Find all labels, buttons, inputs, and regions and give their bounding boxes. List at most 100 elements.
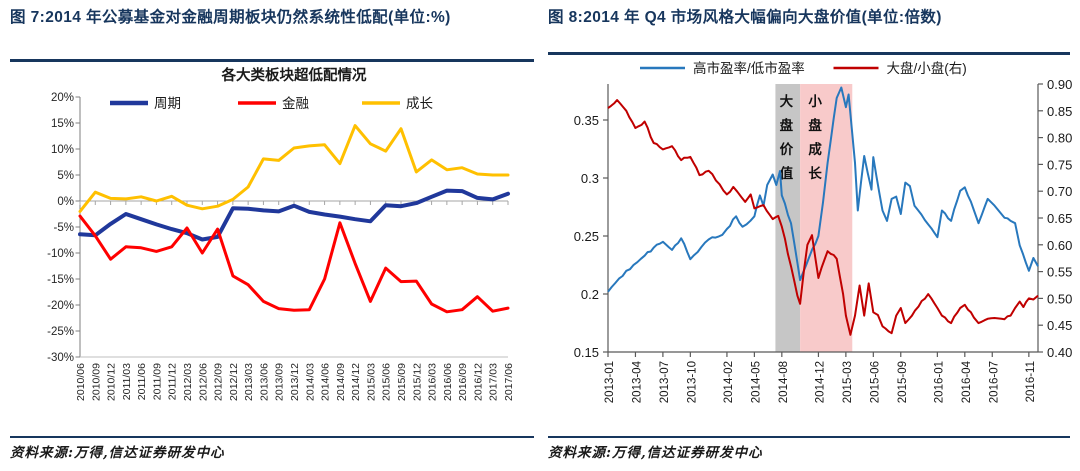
x-axis-tick-label: 2010/12 bbox=[106, 363, 118, 401]
x-axis-tick-label: 2012/09 bbox=[213, 363, 225, 401]
x-axis-tick-label: 2014-08 bbox=[778, 361, 790, 403]
x-axis-tick-label: 2017/03 bbox=[488, 363, 500, 401]
x-axis-tick-label: 2013-07 bbox=[659, 361, 671, 403]
legend-label-成长: 成长 bbox=[406, 96, 433, 111]
figure7-source-divider bbox=[10, 436, 534, 438]
y-axis-tick-label: -5% bbox=[54, 222, 74, 234]
x-axis-tick-label: 2012/06 bbox=[197, 363, 209, 401]
figure8-title-divider bbox=[548, 52, 1070, 55]
band-label-char-大盘价值: 价 bbox=[780, 142, 794, 157]
figure8-source-divider bbox=[548, 436, 1070, 438]
figure8-panel: 图 8:2014 年 Q4 市场风格大幅偏向大盘价值(单位:倍数) 大盘价值 小盘… bbox=[548, 0, 1072, 471]
y-axis-tick-label: 15% bbox=[51, 118, 74, 130]
x-axis-tick-label: 2014-12 bbox=[814, 361, 826, 403]
x-axis-tick-label: 2013/12 bbox=[289, 363, 301, 401]
x-axis-tick-label: 2011/03 bbox=[121, 363, 133, 400]
band-label-char-大盘价值: 大 bbox=[780, 93, 794, 109]
x-axis-tick-label: 2014-05 bbox=[750, 361, 762, 403]
left-axis-tick-label: 0.2 bbox=[581, 287, 599, 302]
figure7-title: 图 7:2014 年公募基金对金融周期板块仍然系统性低配(单位:%) bbox=[10, 9, 451, 26]
band-label-char-大盘价值: 值 bbox=[780, 165, 794, 181]
x-axis-tick-label: 2015-03 bbox=[842, 361, 854, 403]
x-axis-tick-label: 2013-01 bbox=[604, 361, 616, 403]
x-axis-tick-label: 2016-04 bbox=[961, 360, 973, 403]
right-axis-tick-label: 0.40 bbox=[1047, 345, 1072, 360]
y-axis-tick-label: -25% bbox=[47, 326, 74, 338]
x-axis-tick-label: 2015-09 bbox=[897, 361, 909, 403]
x-axis-tick-label: 2013/06 bbox=[258, 363, 270, 401]
x-axis-tick-label: 2010/09 bbox=[90, 363, 102, 401]
x-axis-tick-label: 2016/06 bbox=[442, 363, 454, 401]
y-axis-tick-label: -20% bbox=[47, 300, 74, 312]
figure8-title: 图 8:2014 年 Q4 市场风格大幅偏向大盘价值(单位:倍数) bbox=[548, 9, 942, 26]
figure7-chart-title: 各大类板块超低配情况 bbox=[221, 66, 367, 84]
x-axis-tick-label: 2016-07 bbox=[988, 361, 1000, 403]
right-axis-tick-label: 0.85 bbox=[1047, 104, 1072, 119]
legend-label-高市盈率/低市盈率: 高市盈率/低市盈率 bbox=[693, 60, 805, 76]
right-axis-tick-label: 0.50 bbox=[1047, 291, 1072, 306]
x-axis-tick-label: 2014-02 bbox=[723, 361, 735, 403]
right-axis-tick-label: 0.65 bbox=[1047, 211, 1072, 226]
x-axis-tick-label: 2014/03 bbox=[304, 363, 316, 401]
right-axis-tick-label: 0.45 bbox=[1047, 318, 1072, 333]
band-label-char-小盘成长: 成 bbox=[808, 141, 822, 157]
right-axis-tick-label: 0.80 bbox=[1047, 131, 1072, 146]
band-label-char-小盘成长: 长 bbox=[808, 165, 822, 181]
x-axis-tick-label: 2016/03 bbox=[427, 363, 439, 401]
band-小盘成长 bbox=[800, 84, 853, 352]
legend-label-金融: 金融 bbox=[282, 96, 309, 111]
y-axis-tick-label: 10% bbox=[51, 144, 74, 156]
y-axis-tick-label: 5% bbox=[57, 170, 74, 182]
x-axis-tick-label: 2015/09 bbox=[396, 363, 408, 401]
left-axis-tick-label: 0.3 bbox=[581, 171, 599, 186]
y-axis-tick-label: -30% bbox=[47, 352, 74, 364]
legend-label-周期: 周期 bbox=[154, 96, 181, 111]
x-axis-tick-label: 2013-10 bbox=[686, 361, 698, 403]
x-axis-tick-label: 2015-06 bbox=[869, 361, 881, 403]
right-axis-tick-label: 0.70 bbox=[1047, 184, 1072, 199]
x-axis-tick-label: 2014/09 bbox=[335, 363, 347, 401]
band-label-char-小盘成长: 小 bbox=[808, 94, 822, 109]
series-line-金融 bbox=[78, 214, 510, 314]
x-axis-tick-label: 2014/06 bbox=[320, 363, 332, 401]
figure7-chart: 各大类板块超低配情况 20% 15% 10% 5% 0% -5% -10% -15% -20% -2… bbox=[47, 66, 515, 401]
right-axis-tick-label: 0.75 bbox=[1047, 157, 1072, 172]
x-axis-tick-label: 2016/12 bbox=[472, 363, 484, 401]
x-axis-tick-label: 2010/06 bbox=[75, 363, 87, 401]
right-axis-tick-label: 0.90 bbox=[1047, 77, 1072, 92]
x-axis-tick-label: 2011/06 bbox=[136, 363, 148, 400]
y-axis-tick-label: -10% bbox=[47, 248, 74, 260]
legend-label-大盘/小盘(右): 大盘/小盘(右) bbox=[887, 60, 967, 76]
x-axis-tick-label: 2011/09 bbox=[151, 363, 163, 400]
x-axis-tick-label: 2016/09 bbox=[457, 363, 469, 401]
left-axis-tick-label: 0.35 bbox=[574, 113, 599, 128]
x-axis-tick-label: 2015/12 bbox=[411, 363, 423, 401]
y-axis-tick-label: 0% bbox=[57, 196, 74, 208]
x-axis-tick-label: 2013/03 bbox=[243, 363, 255, 401]
figure8-source: 资料来源:万得,信达证券研发中心 bbox=[548, 445, 763, 461]
x-axis-tick-label: 2016-11 bbox=[1025, 361, 1037, 402]
figure7-panel: 图 7:2014 年公募基金对金融周期板块仍然系统性低配(单位:%) 各大类板块… bbox=[10, 0, 536, 471]
left-axis-tick-label: 0.25 bbox=[574, 229, 599, 244]
x-axis-tick-label: 2017/06 bbox=[503, 363, 515, 401]
right-axis-tick-label: 0.60 bbox=[1047, 238, 1072, 253]
x-axis-tick-label: 2015/06 bbox=[381, 363, 393, 401]
y-axis-tick-label: -15% bbox=[47, 274, 74, 286]
series-line-高市盈率/低市盈率 bbox=[607, 86, 1039, 293]
y-axis-tick-label: 20% bbox=[51, 92, 74, 104]
figure7-title-divider bbox=[10, 59, 534, 62]
series-line-周期 bbox=[78, 188, 510, 242]
right-axis-tick-label: 0.55 bbox=[1047, 265, 1072, 280]
x-axis-tick-label: 2011/12 bbox=[167, 363, 179, 400]
x-axis-tick-label: 2015/03 bbox=[365, 363, 377, 401]
series-line-大盘/小盘(右) bbox=[607, 99, 1039, 336]
band-label-char-小盘成长: 盘 bbox=[808, 117, 822, 133]
x-axis-tick-label: 2016-01 bbox=[933, 361, 945, 403]
x-axis-tick-label: 2012/03 bbox=[182, 363, 194, 401]
x-axis-tick-label: 2014/12 bbox=[350, 363, 362, 401]
left-axis-tick-label: 0.15 bbox=[574, 345, 599, 360]
x-axis-tick-label: 2012/12 bbox=[228, 363, 240, 401]
x-axis-tick-label: 2013-04 bbox=[631, 360, 643, 403]
x-axis-tick-label: 2013/09 bbox=[274, 363, 286, 401]
